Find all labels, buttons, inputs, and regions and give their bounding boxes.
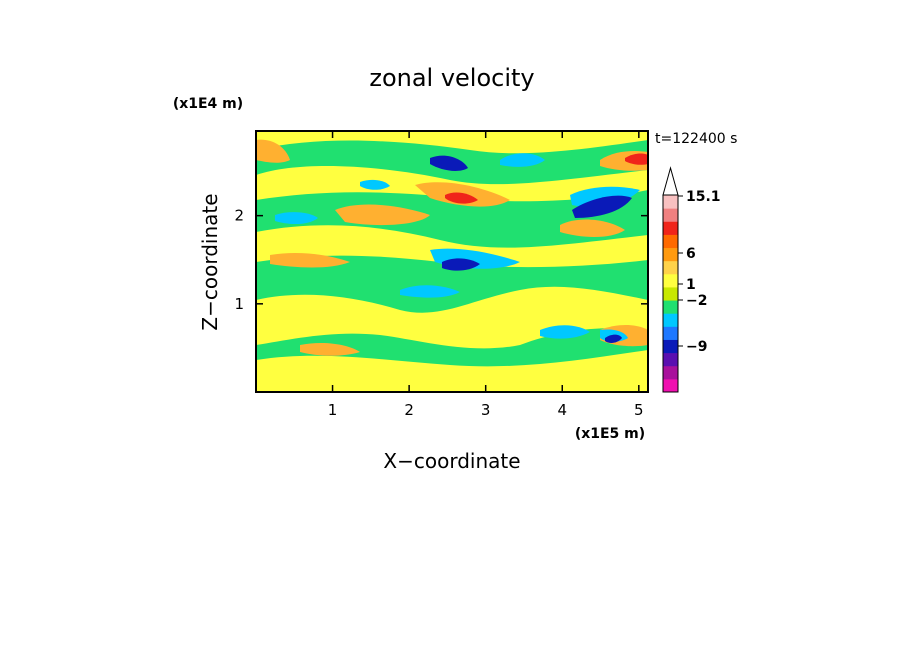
colorbar-swatch xyxy=(663,247,678,262)
colorbar-swatch xyxy=(663,365,678,380)
colorbar-swatch xyxy=(663,339,678,354)
colorbar-swatch xyxy=(663,195,678,209)
colorbar-swatch xyxy=(663,313,678,327)
x-tick-label: 2 xyxy=(404,401,414,419)
x-tick-label: 4 xyxy=(557,401,567,419)
colorbar-swatch xyxy=(663,352,678,367)
x-axis-label: X−coordinate xyxy=(383,449,520,473)
y-axis-label: Z−coordinate xyxy=(198,193,222,330)
red-patches xyxy=(445,153,648,204)
colorbar-max-arrow xyxy=(662,166,679,196)
blue-patches xyxy=(430,155,632,343)
y-tick-label: 2 xyxy=(234,207,244,225)
x-unit-label: (x1E5 m) xyxy=(575,426,645,442)
colorbar-swatch xyxy=(663,300,678,314)
chart-title: zonal velocity xyxy=(369,64,534,92)
colorbar-swatch xyxy=(663,234,678,249)
colorbar-swatch xyxy=(663,326,678,340)
colorbar-swatch xyxy=(663,286,678,301)
colorbar-label: 15.1 xyxy=(686,189,721,205)
y-unit-label: (x1E4 m) xyxy=(173,96,243,112)
colorbar-label: −9 xyxy=(686,339,707,355)
x-tick-label: 1 xyxy=(328,401,338,419)
y-tick-label: 1 xyxy=(234,295,244,313)
x-tick-label: 3 xyxy=(481,401,491,419)
x-axis: 1 2 3 4 5 xyxy=(328,131,644,419)
colorbar-swatch xyxy=(663,208,678,222)
colorbar-label: 1 xyxy=(686,277,696,293)
x-tick-label: 5 xyxy=(634,401,644,419)
plot-frame xyxy=(255,130,649,393)
colorbar: −9 −21 6 15.1 xyxy=(662,166,721,393)
time-label: t=122400 s xyxy=(655,131,737,147)
contour-field xyxy=(256,131,648,392)
colorbar-swatch xyxy=(663,273,678,288)
colorbar-swatch xyxy=(663,260,678,275)
y-axis: 12 xyxy=(234,207,648,313)
colorbar-swatch xyxy=(663,221,678,235)
colorbar-label: 6 xyxy=(686,246,696,262)
colorbar-frame xyxy=(662,194,679,393)
colorbar-swatch xyxy=(663,378,678,393)
colorbar-label: −2 xyxy=(686,293,707,309)
